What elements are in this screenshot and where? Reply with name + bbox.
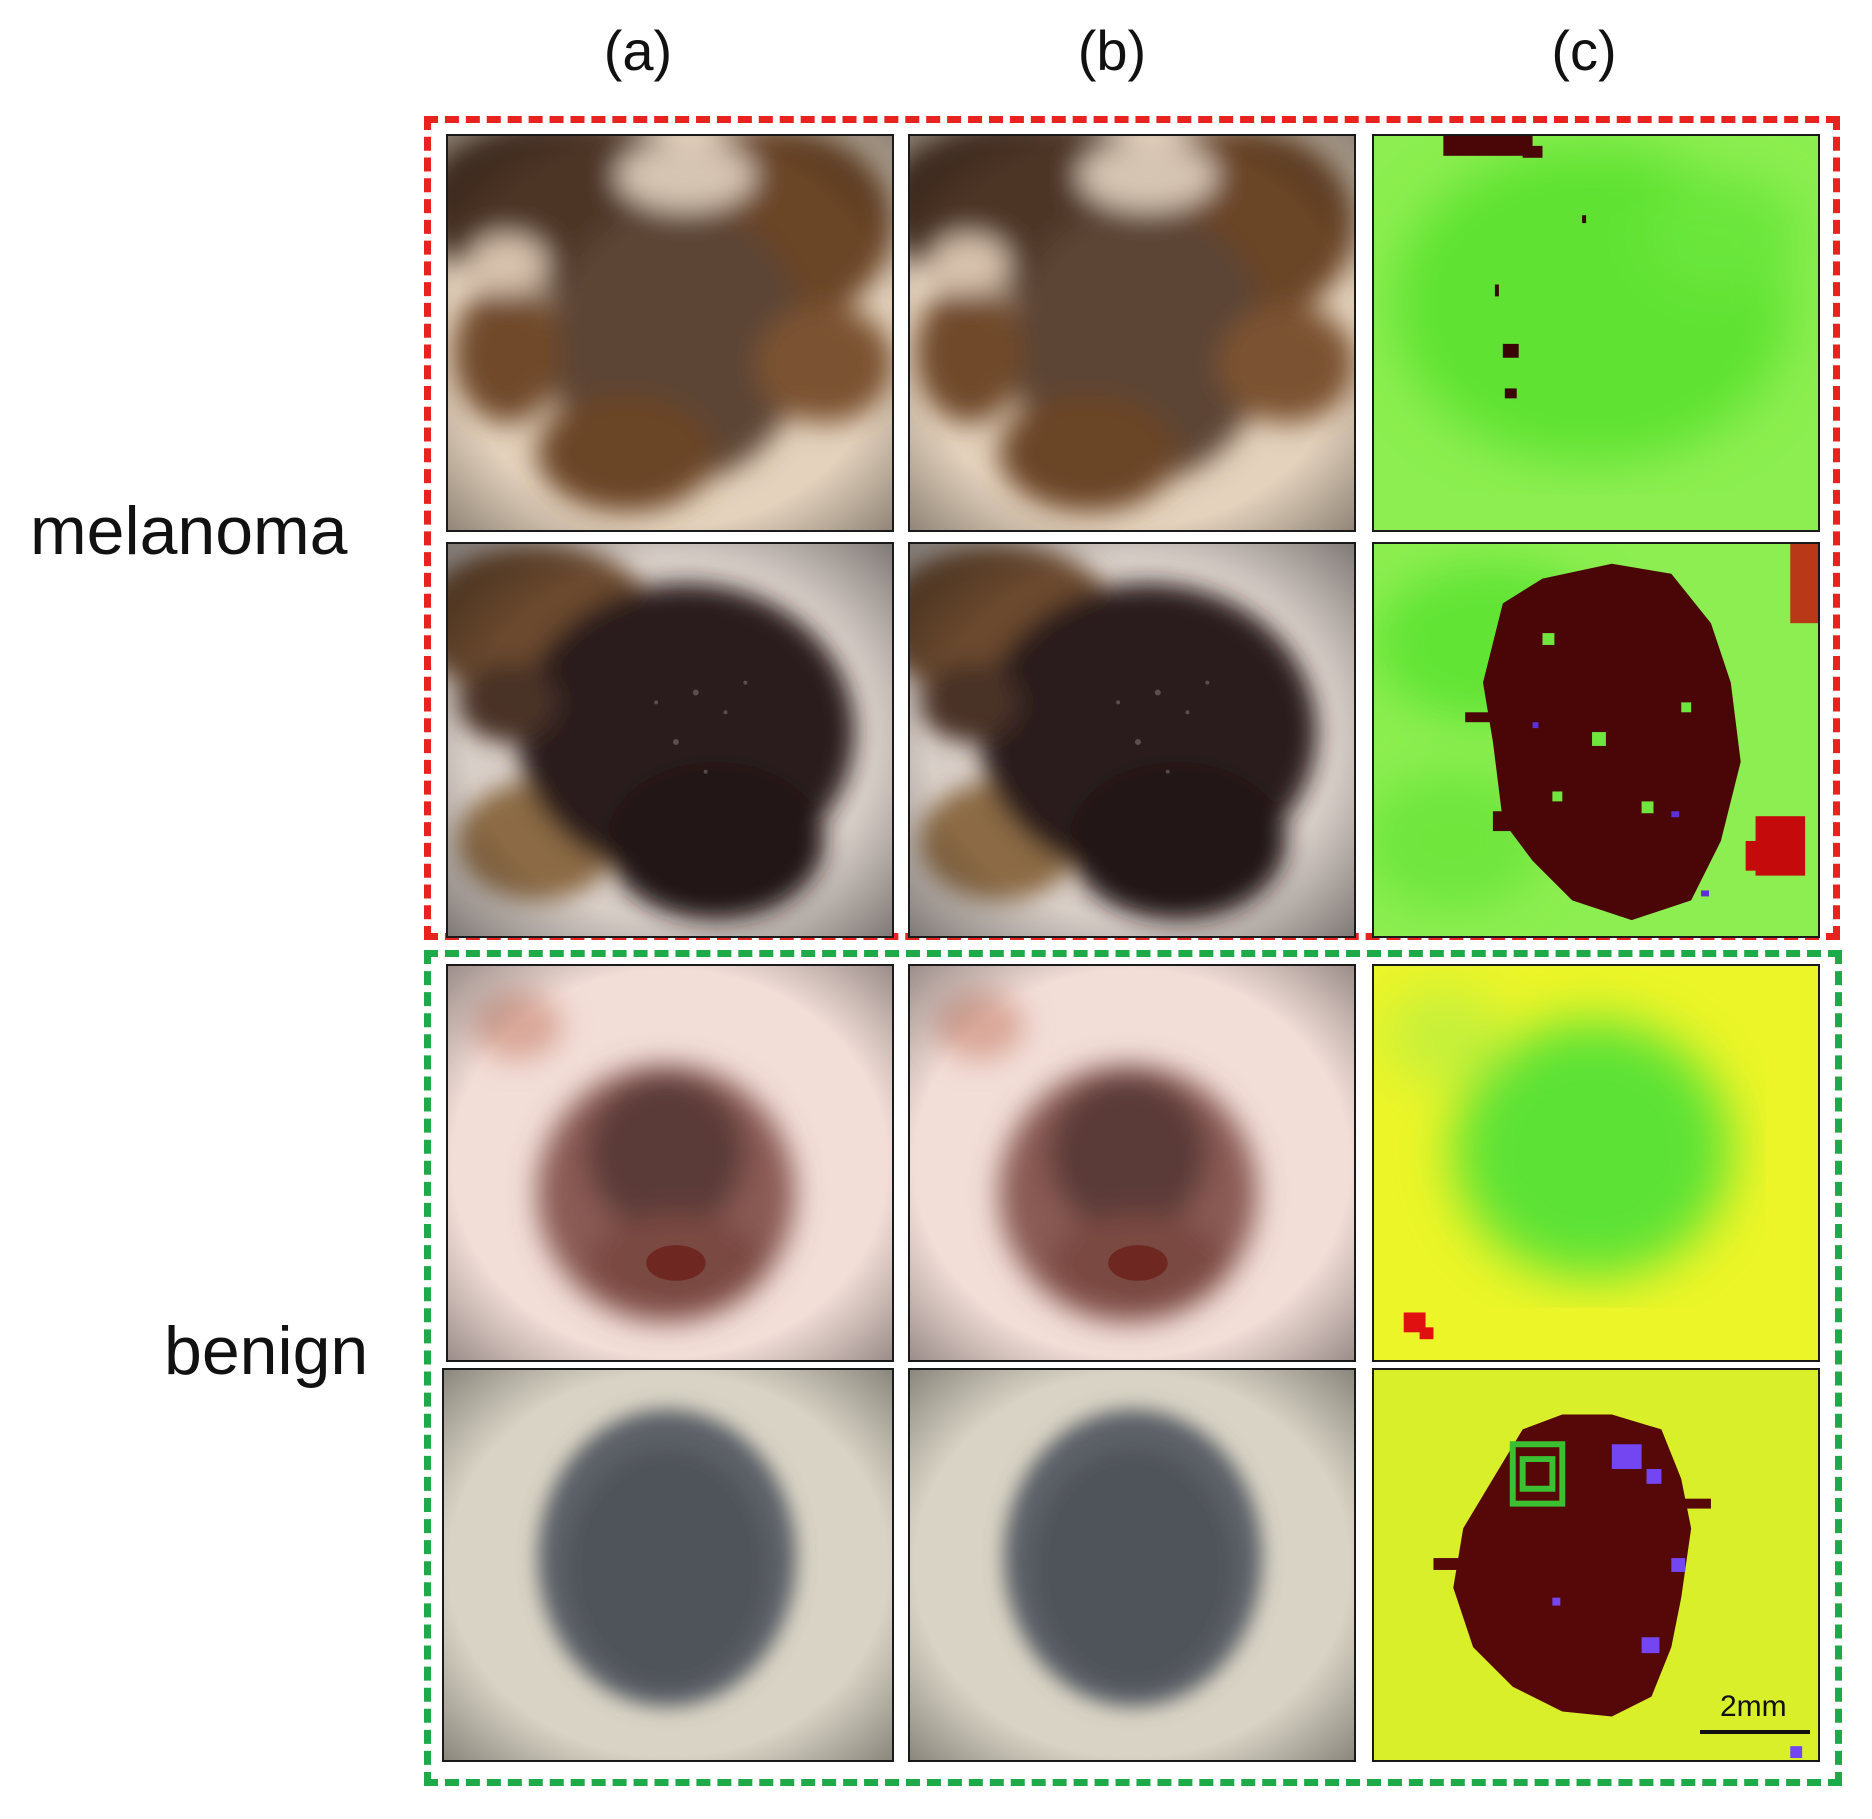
group-label-melanoma: melanoma xyxy=(30,493,348,569)
column-label-a: (a) xyxy=(603,19,673,82)
benign-group-frame xyxy=(424,950,1842,1786)
benign-1-processed-image xyxy=(908,964,1356,1362)
melanoma-2-original-image xyxy=(446,542,894,938)
melanoma-1-processed-image xyxy=(908,134,1356,532)
benign-1-original-image xyxy=(446,964,894,1362)
melanoma-1-original-image xyxy=(446,134,894,532)
scale-bar-line xyxy=(1700,1730,1810,1734)
melanoma-2-classification-map xyxy=(1372,542,1820,938)
column-label-c: (c) xyxy=(1551,19,1617,82)
benign-2-original-image xyxy=(442,1368,894,1762)
benign-2-processed-image xyxy=(908,1368,1356,1762)
benign-2-classification-map xyxy=(1372,1368,1820,1762)
scale-bar-label: 2mm xyxy=(1720,1690,1787,1723)
group-label-benign: benign xyxy=(164,1313,369,1389)
melanoma-2-processed-image xyxy=(908,542,1356,938)
benign-1-classification-map xyxy=(1372,964,1820,1362)
column-label-b: (b) xyxy=(1077,19,1147,82)
melanoma-1-classification-map xyxy=(1372,134,1820,532)
